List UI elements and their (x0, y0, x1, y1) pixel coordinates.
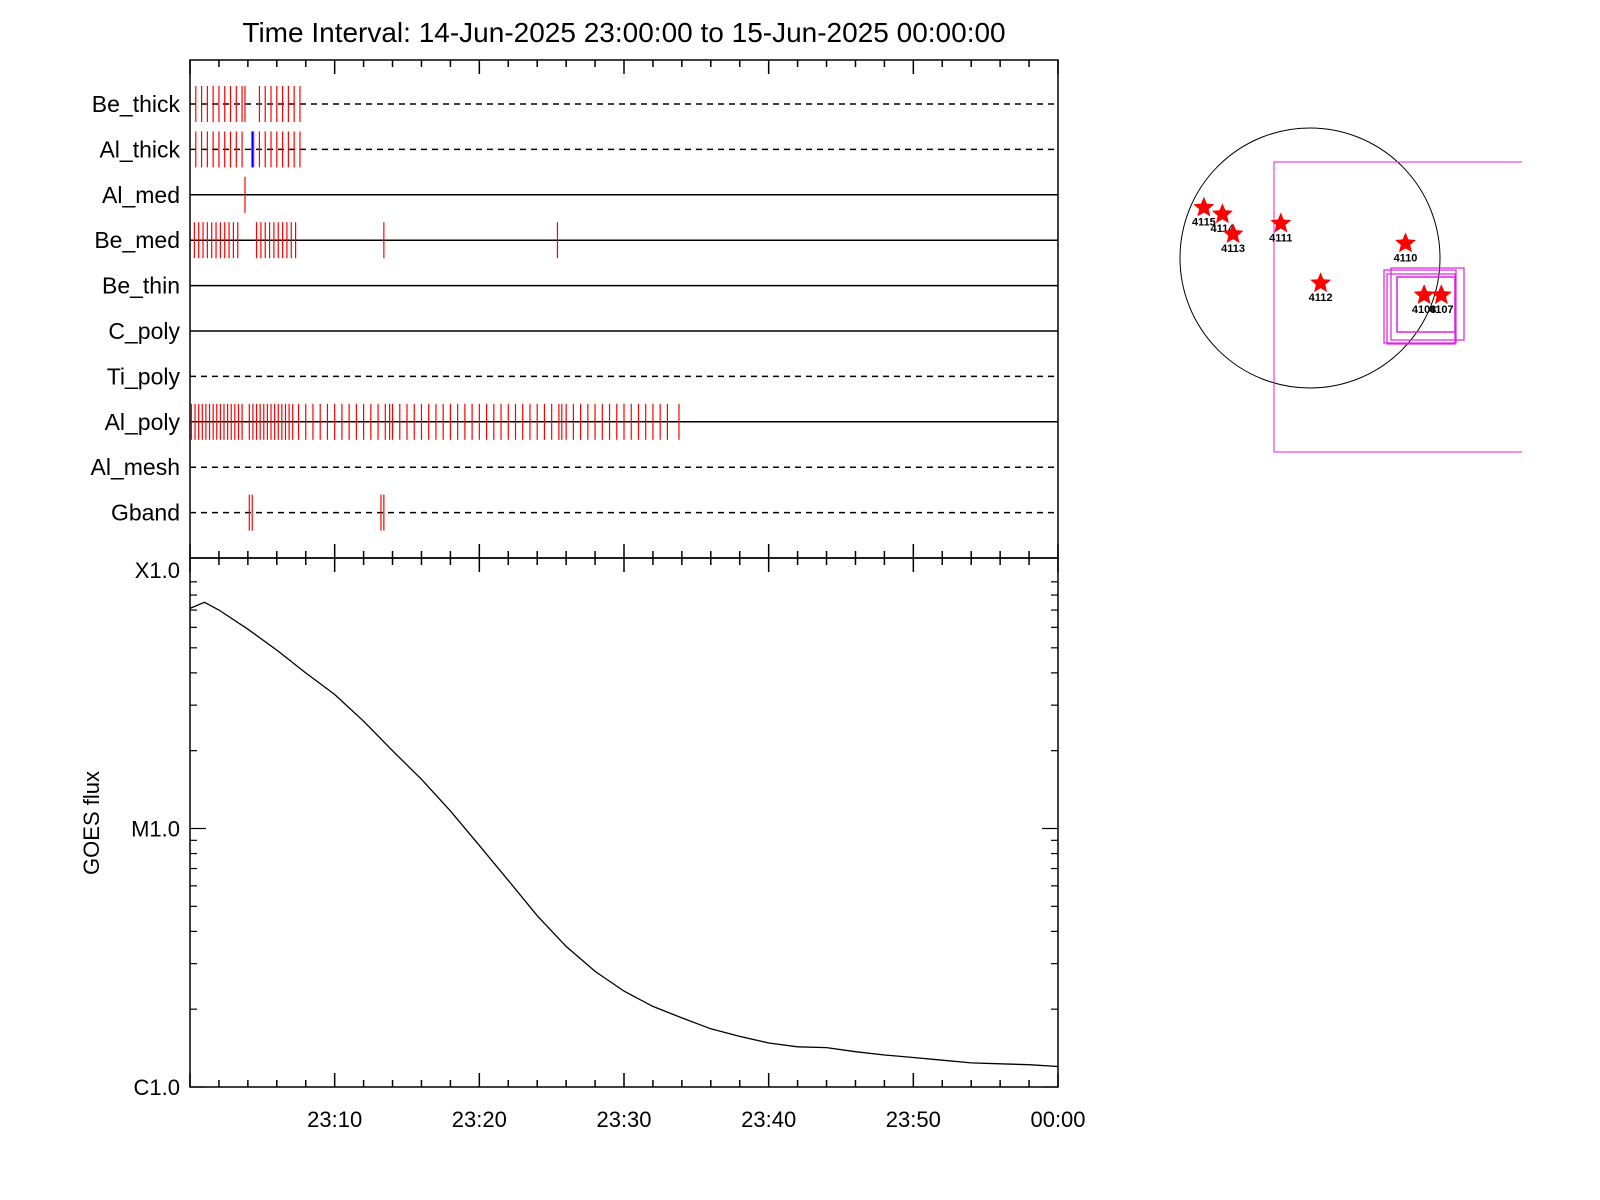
x-tick-label: 23:10 (307, 1107, 362, 1132)
channel-label-al-mesh: Al_mesh (91, 454, 180, 480)
active-region-star-4113 (1222, 223, 1244, 243)
channel-label-gband: Gband (111, 500, 180, 526)
fov-small-1 (1383, 269, 1457, 344)
x-tick-label: 00:00 (1030, 1107, 1085, 1132)
active-region-star-4112 (1310, 272, 1332, 293)
y-tick-label: M1.0 (131, 817, 180, 842)
event-raster-panel: Be_thick Al_thick Al_med Be_med Be_thin C_pol… (91, 59, 1059, 559)
channel-label-al-poly: Al_poly (105, 409, 181, 435)
x-tick-label: 23:40 (741, 1107, 796, 1132)
active-region-label-4108: 4108 (1412, 304, 1436, 316)
active-region-label-4110: 4110 (1394, 252, 1418, 264)
active-region-star-4110 (1395, 232, 1416, 253)
active-region-star-4111 (1270, 212, 1292, 233)
y-tick-label: C1.0 (134, 1075, 180, 1100)
y-tick-label: X1.0 (135, 558, 180, 583)
active-region-label-4113: 4113 (1221, 243, 1245, 255)
active-region-label-4115: 4115 (1192, 217, 1216, 229)
fov-small-4 (1396, 276, 1456, 333)
fov-large (1273, 161, 1522, 453)
x-tick-label: 23:30 (596, 1107, 651, 1132)
fov-small-2 (1390, 267, 1465, 341)
active-region-star-4107 (1430, 284, 1452, 304)
channel-label-be-med: Be_med (94, 227, 180, 253)
active-region-label-4112: 4112 (1309, 292, 1333, 304)
raster-frame (189, 59, 1059, 559)
chart-title: Time Interval: 14-Jun-2025 23:00:00 to 1… (242, 17, 1005, 48)
active-region-star-4114 (1212, 203, 1233, 224)
channel-label-ti-poly: Ti_poly (107, 363, 181, 389)
goes-flux-panel: GOES flux 23:10 23:20 23:30 23:40 23:50 00:00… (79, 557, 1086, 1132)
x-tick-label: 23:50 (886, 1107, 941, 1132)
goes-flux-line (189, 601, 1059, 1068)
channel-label-al-med: Al_med (102, 182, 180, 208)
active-region-label-4107: 4107 (1429, 304, 1453, 316)
channel-label-c-poly: C_poly (108, 318, 180, 344)
channel-label-be-thin: Be_thin (102, 273, 180, 299)
active-region-star-4108 (1413, 284, 1435, 304)
goes-frame (189, 557, 1059, 1088)
x-tick-label: 23:20 (452, 1107, 507, 1132)
active-region-star-4115 (1193, 196, 1215, 217)
active-region-label-4111: 4111 (1269, 233, 1292, 245)
channel-label-al-thick: Al_thick (99, 136, 180, 162)
goes-y-label: GOES flux (79, 771, 104, 875)
solar-disk (1179, 127, 1441, 389)
channel-label-be-thick: Be_thick (92, 91, 181, 117)
